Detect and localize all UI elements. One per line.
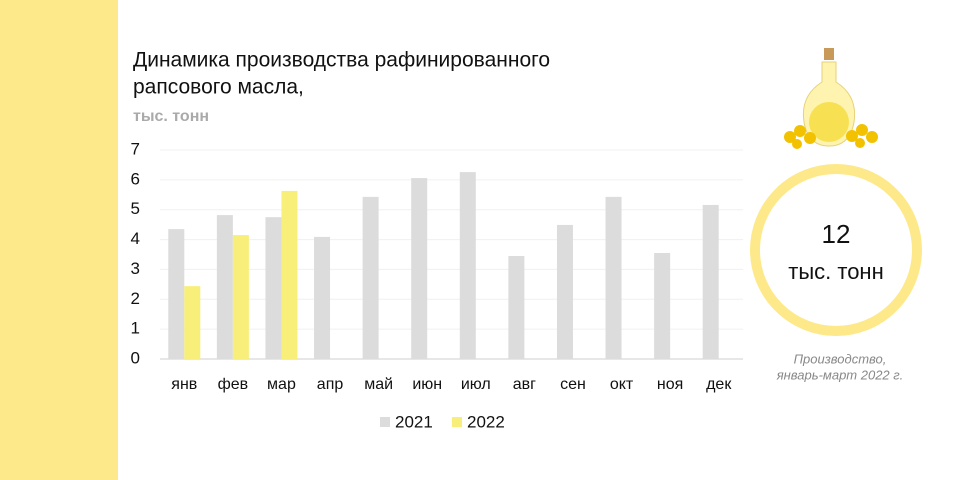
bar — [216, 215, 233, 359]
bar — [232, 235, 249, 359]
y-tick-label: 0 — [131, 348, 140, 367]
y-tick-label: 1 — [131, 319, 140, 338]
x-tick-label: сен — [560, 376, 586, 393]
x-tick-label: апр — [317, 376, 344, 393]
bar — [314, 236, 331, 359]
y-tick-label: 4 — [131, 229, 140, 248]
bar — [168, 229, 185, 359]
legend-swatch — [452, 417, 462, 427]
bar — [605, 196, 622, 359]
x-tick-label: фев — [218, 376, 249, 393]
legend-label: 2021 — [395, 412, 433, 431]
callout-unit: тыс. тонн — [788, 259, 883, 284]
bar — [265, 217, 282, 359]
y-tick-label: 6 — [131, 169, 140, 188]
callout-ring — [750, 164, 922, 336]
x-tick-label: янв — [171, 376, 197, 393]
bar — [556, 224, 573, 359]
bar — [281, 190, 298, 359]
x-tick-label: июн — [412, 376, 442, 393]
y-tick-label: 7 — [131, 139, 140, 158]
x-tick-label: дек — [706, 376, 732, 393]
callout-caption: январь-март 2022 г. — [776, 367, 904, 382]
x-tick-label: июл — [461, 376, 491, 393]
bar — [362, 196, 379, 359]
legend-swatch — [380, 417, 390, 427]
callout-caption: Производство, — [794, 351, 887, 366]
bar — [459, 172, 476, 359]
y-tick-label: 2 — [131, 289, 140, 308]
callout-value: 12 — [822, 219, 851, 249]
x-tick-label: авг — [513, 376, 536, 393]
x-tick-label: окт — [610, 376, 634, 393]
bar — [184, 286, 201, 359]
y-tick-label: 5 — [131, 199, 140, 218]
x-tick-label: ноя — [657, 376, 683, 393]
y-tick-label: 3 — [131, 259, 140, 278]
chart-subtitle: тыс. тонн — [133, 108, 209, 125]
x-tick-label: мар — [267, 376, 296, 393]
side-strip — [0, 0, 118, 480]
bar — [508, 255, 525, 359]
bar — [411, 178, 428, 359]
chart-title: рапсового масла, — [133, 76, 304, 99]
bar — [702, 204, 719, 359]
legend-label: 2022 — [467, 412, 505, 431]
chart-title: Динамика производства рафинированного — [133, 49, 550, 72]
bar — [654, 253, 671, 359]
oil-jar-icon — [784, 48, 878, 149]
x-tick-label: май — [364, 376, 393, 393]
